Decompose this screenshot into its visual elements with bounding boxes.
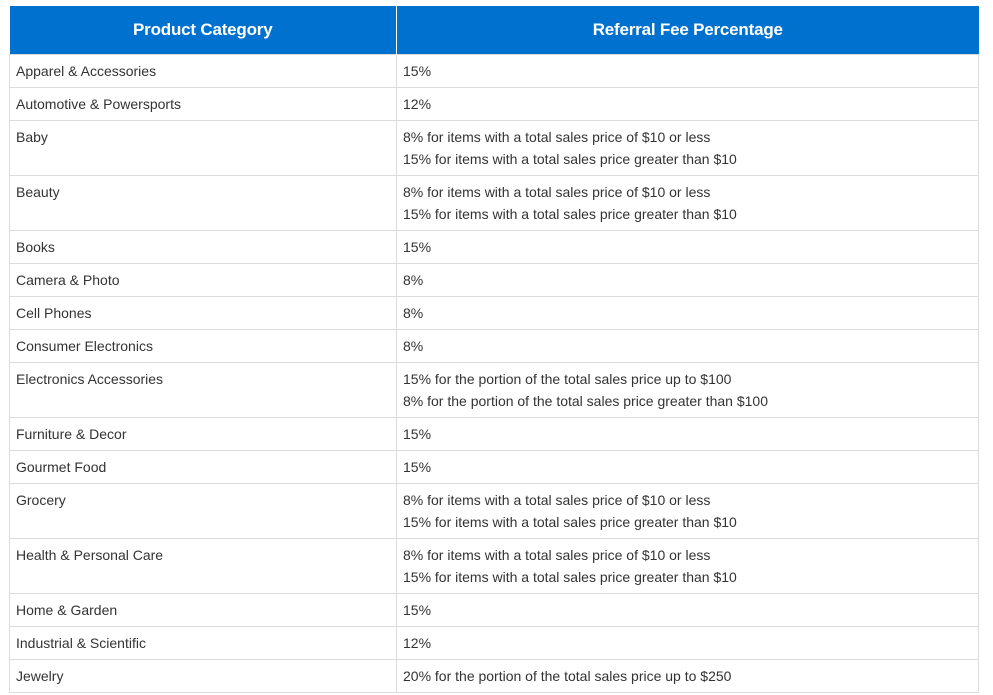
category-cell: Apparel & Accessories: [9, 54, 397, 88]
table-row: Consumer Electronics 8%: [9, 329, 979, 363]
category-cell: Industrial & Scientific: [9, 626, 397, 660]
table-row: Beauty 8% for items with a total sales pr…: [9, 175, 979, 231]
fee-cell: 15%: [396, 417, 979, 451]
header-referral-fee-percentage: Referral Fee Percentage: [396, 6, 979, 55]
fee-cell: 8% for items with a total sales price of…: [396, 538, 979, 594]
fee-cell: 15%: [396, 450, 979, 484]
category-cell: Grocery: [9, 483, 397, 539]
table-row: Cell Phones 8%: [9, 296, 979, 330]
fee-cell: 15%: [396, 593, 979, 627]
table-row: Books 15%: [9, 230, 979, 264]
referral-fee-table: Product Category Referral Fee Percentage…: [9, 6, 979, 693]
fee-line: 8%: [403, 305, 424, 321]
fee-line: 8%: [403, 338, 424, 354]
fee-line: 12%: [403, 635, 432, 651]
fee-cell: 15%: [396, 54, 979, 88]
fee-cell: 15% for the portion of the total sales p…: [396, 362, 979, 418]
table-row: Apparel & Accessories 15%: [9, 54, 979, 88]
fee-line: 8% for items with a total sales price of…: [403, 547, 711, 563]
table-row: Home & Garden 15%: [9, 593, 979, 627]
category-cell: Books: [9, 230, 397, 264]
fee-line: 8% for items with a total sales price of…: [403, 129, 711, 145]
fee-line: 15%: [403, 459, 432, 475]
fee-cell: 8%: [396, 329, 979, 363]
category-cell: Health & Personal Care: [9, 538, 397, 594]
table-row: Gourmet Food 15%: [9, 450, 979, 484]
category-cell: Gourmet Food: [9, 450, 397, 484]
table-row: Industrial & Scientific 12%: [9, 626, 979, 660]
category-cell: Cell Phones: [9, 296, 397, 330]
category-cell: Beauty: [9, 175, 397, 231]
table-row: Camera & Photo 8%: [9, 263, 979, 297]
referral-fee-table-container: Product Category Referral Fee Percentage…: [9, 6, 979, 693]
fee-line: 15% for the portion of the total sales p…: [403, 371, 732, 387]
fee-cell: 15%: [396, 230, 979, 264]
fee-line: 8%: [403, 272, 424, 288]
category-cell: Camera & Photo: [9, 263, 397, 297]
table-row: Electronics Accessories 15% for the porti…: [9, 362, 979, 418]
table-row: Jewelry 20% for the portion of the total …: [9, 659, 979, 693]
category-cell: Automotive & Powersports: [9, 87, 397, 121]
fee-cell: 8%: [396, 296, 979, 330]
fee-line: 15% for items with a total sales price g…: [403, 206, 737, 222]
fee-cell: 8% for items with a total sales price of…: [396, 175, 979, 231]
table-header: Product Category Referral Fee Percentage: [9, 6, 979, 55]
fee-cell: 20% for the portion of the total sales p…: [396, 659, 979, 693]
fee-line: 8% for items with a total sales price of…: [403, 492, 711, 508]
fee-line: 15% for items with a total sales price g…: [403, 569, 737, 585]
category-cell: Baby: [9, 120, 397, 176]
table-row: Baby 8% for items with a total sales pric…: [9, 120, 979, 176]
category-cell: Electronics Accessories: [9, 362, 397, 418]
category-cell: Home & Garden: [9, 593, 397, 627]
fee-cell: 8%: [396, 263, 979, 297]
table-body: Apparel & Accessories 15% Automotive & Pow…: [9, 54, 979, 693]
table-header-row: Product Category Referral Fee Percentage: [9, 6, 979, 55]
fee-cell: 8% for items with a total sales price of…: [396, 120, 979, 176]
fee-line: 15%: [403, 602, 432, 618]
category-cell: Jewelry: [9, 659, 397, 693]
fee-line: 15%: [403, 239, 432, 255]
fee-cell: 12%: [396, 626, 979, 660]
fee-line: 15%: [403, 426, 432, 442]
table-row: Automotive & Powersports 12%: [9, 87, 979, 121]
category-cell: Furniture & Decor: [9, 417, 397, 451]
table-row: Grocery 8% for items with a total sales p…: [9, 483, 979, 539]
fee-line: 20% for the portion of the total sales p…: [403, 668, 732, 684]
fee-line: 8% for the portion of the total sales pr…: [403, 393, 769, 409]
fee-line: 8% for items with a total sales price of…: [403, 184, 711, 200]
table-row: Furniture & Decor 15%: [9, 417, 979, 451]
table-row: Health & Personal Care 8% for items with …: [9, 538, 979, 594]
fee-line: 15% for items with a total sales price g…: [403, 514, 737, 530]
fee-line: 15% for items with a total sales price g…: [403, 151, 737, 167]
header-product-category: Product Category: [9, 6, 397, 55]
category-cell: Consumer Electronics: [9, 329, 397, 363]
fee-cell: 8% for items with a total sales price of…: [396, 483, 979, 539]
fee-cell: 12%: [396, 87, 979, 121]
fee-line: 15%: [403, 63, 432, 79]
fee-line: 12%: [403, 96, 432, 112]
